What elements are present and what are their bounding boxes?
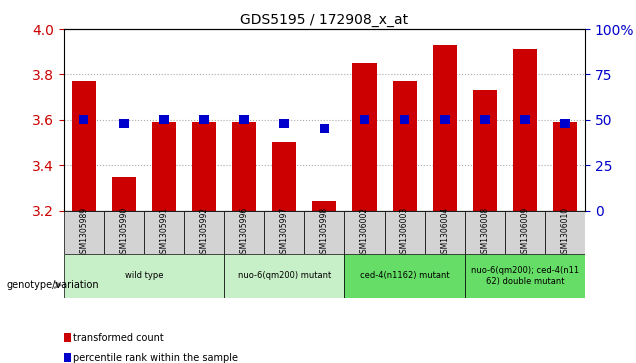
Text: nuo-6(qm200); ced-4(n11
62) double mutant: nuo-6(qm200); ced-4(n11 62) double mutan… [471,266,579,286]
Bar [513,49,537,211]
Bar [312,201,336,211]
Bar [192,122,216,211]
FancyBboxPatch shape [425,211,465,254]
Bar [272,143,296,211]
Text: GSM1306003: GSM1306003 [400,207,409,258]
FancyBboxPatch shape [465,254,585,298]
Bar [432,45,457,211]
Text: nuo-6(qm200) mutant: nuo-6(qm200) mutant [238,272,331,280]
Bar [352,63,377,211]
Text: transformed count: transformed count [73,333,164,343]
FancyBboxPatch shape [264,211,304,254]
Text: genotype/variation: genotype/variation [6,280,99,290]
FancyBboxPatch shape [64,211,104,254]
Text: GSM1305997: GSM1305997 [280,207,289,258]
FancyBboxPatch shape [184,211,224,254]
Bar [480,115,490,124]
FancyBboxPatch shape [64,254,224,298]
Bar [279,119,289,128]
Bar [152,122,176,211]
Bar [440,115,450,124]
Bar [119,119,128,128]
Bar [79,115,88,124]
Bar [159,115,169,124]
Text: GSM1305996: GSM1305996 [240,207,249,258]
Bar [239,115,249,124]
Bar [360,115,370,124]
Text: wild type: wild type [125,272,163,280]
Text: GSM1306008: GSM1306008 [480,207,489,258]
FancyBboxPatch shape [385,211,425,254]
Bar [72,81,95,211]
Bar [392,81,417,211]
Text: GSM1306002: GSM1306002 [360,207,369,258]
Bar [553,122,577,211]
Bar [520,115,530,124]
Text: GSM1306004: GSM1306004 [440,207,449,258]
FancyBboxPatch shape [345,211,385,254]
Text: GSM1306009: GSM1306009 [520,207,529,258]
FancyBboxPatch shape [465,211,505,254]
Bar [199,115,209,124]
Bar [232,122,256,211]
Text: ced-4(n1162) mutant: ced-4(n1162) mutant [360,272,450,280]
Bar [560,119,570,128]
Text: GSM1305992: GSM1305992 [200,207,209,258]
FancyBboxPatch shape [304,211,345,254]
FancyBboxPatch shape [224,254,345,298]
Text: percentile rank within the sample: percentile rank within the sample [73,352,238,363]
Bar [473,90,497,211]
Text: GSM1305991: GSM1305991 [160,207,169,258]
Text: GSM1305989: GSM1305989 [79,207,88,258]
Bar [400,115,410,124]
Bar [319,124,329,133]
FancyBboxPatch shape [505,211,545,254]
FancyBboxPatch shape [224,211,264,254]
FancyBboxPatch shape [144,211,184,254]
Text: GSM1306010: GSM1306010 [560,207,570,258]
FancyBboxPatch shape [104,211,144,254]
Text: GSM1305998: GSM1305998 [320,207,329,258]
FancyBboxPatch shape [345,254,465,298]
Title: GDS5195 / 172908_x_at: GDS5195 / 172908_x_at [240,13,408,26]
Bar [112,176,136,211]
FancyBboxPatch shape [545,211,585,254]
Text: GSM1305990: GSM1305990 [120,207,128,258]
